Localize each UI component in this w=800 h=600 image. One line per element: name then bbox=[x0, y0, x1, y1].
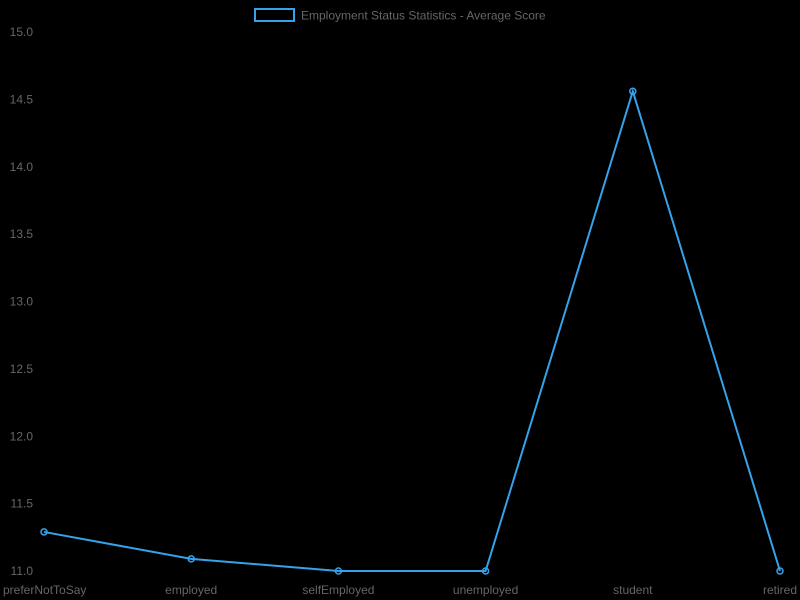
y-tick-label: 12.0 bbox=[10, 429, 34, 443]
x-tick-label: unemployed bbox=[453, 583, 518, 597]
data-point[interactable] bbox=[629, 87, 637, 96]
data-point[interactable] bbox=[776, 567, 784, 575]
x-tick-label: employed bbox=[165, 583, 217, 597]
x-tick-label: selfEmployed bbox=[302, 583, 374, 597]
y-tick-label: 13.0 bbox=[10, 295, 34, 309]
y-tick-label: 11.0 bbox=[11, 564, 34, 578]
y-tick-label: 11.5 bbox=[11, 497, 34, 511]
legend[interactable]: Employment Status Statistics - Average S… bbox=[254, 8, 546, 23]
data-point[interactable] bbox=[481, 567, 490, 575]
legend-label: Employment Status Statistics - Average S… bbox=[301, 9, 546, 23]
series-line bbox=[43, 87, 781, 572]
x-axis: preferNotToSay employed selfEmployed unempl… bbox=[3, 583, 797, 597]
y-tick-label: 15.0 bbox=[10, 25, 34, 39]
legend-swatch bbox=[254, 8, 295, 22]
x-tick-label: preferNotToSay bbox=[3, 583, 86, 597]
data-point[interactable] bbox=[334, 567, 343, 575]
series-group bbox=[40, 87, 784, 575]
y-tick-label: 14.5 bbox=[10, 92, 34, 106]
y-tick-label: 14.0 bbox=[10, 160, 34, 174]
y-tick-label: 13.5 bbox=[10, 227, 34, 241]
y-axis: 15.0 14.5 14.0 13.5 13.0 12.5 12.0 11.5 11.0 bbox=[10, 25, 34, 578]
x-tick-label: student bbox=[613, 583, 653, 597]
data-point[interactable] bbox=[40, 528, 48, 536]
x-tick-label: retired bbox=[763, 583, 797, 597]
y-tick-label: 12.5 bbox=[10, 362, 34, 376]
data-point[interactable] bbox=[187, 555, 195, 563]
